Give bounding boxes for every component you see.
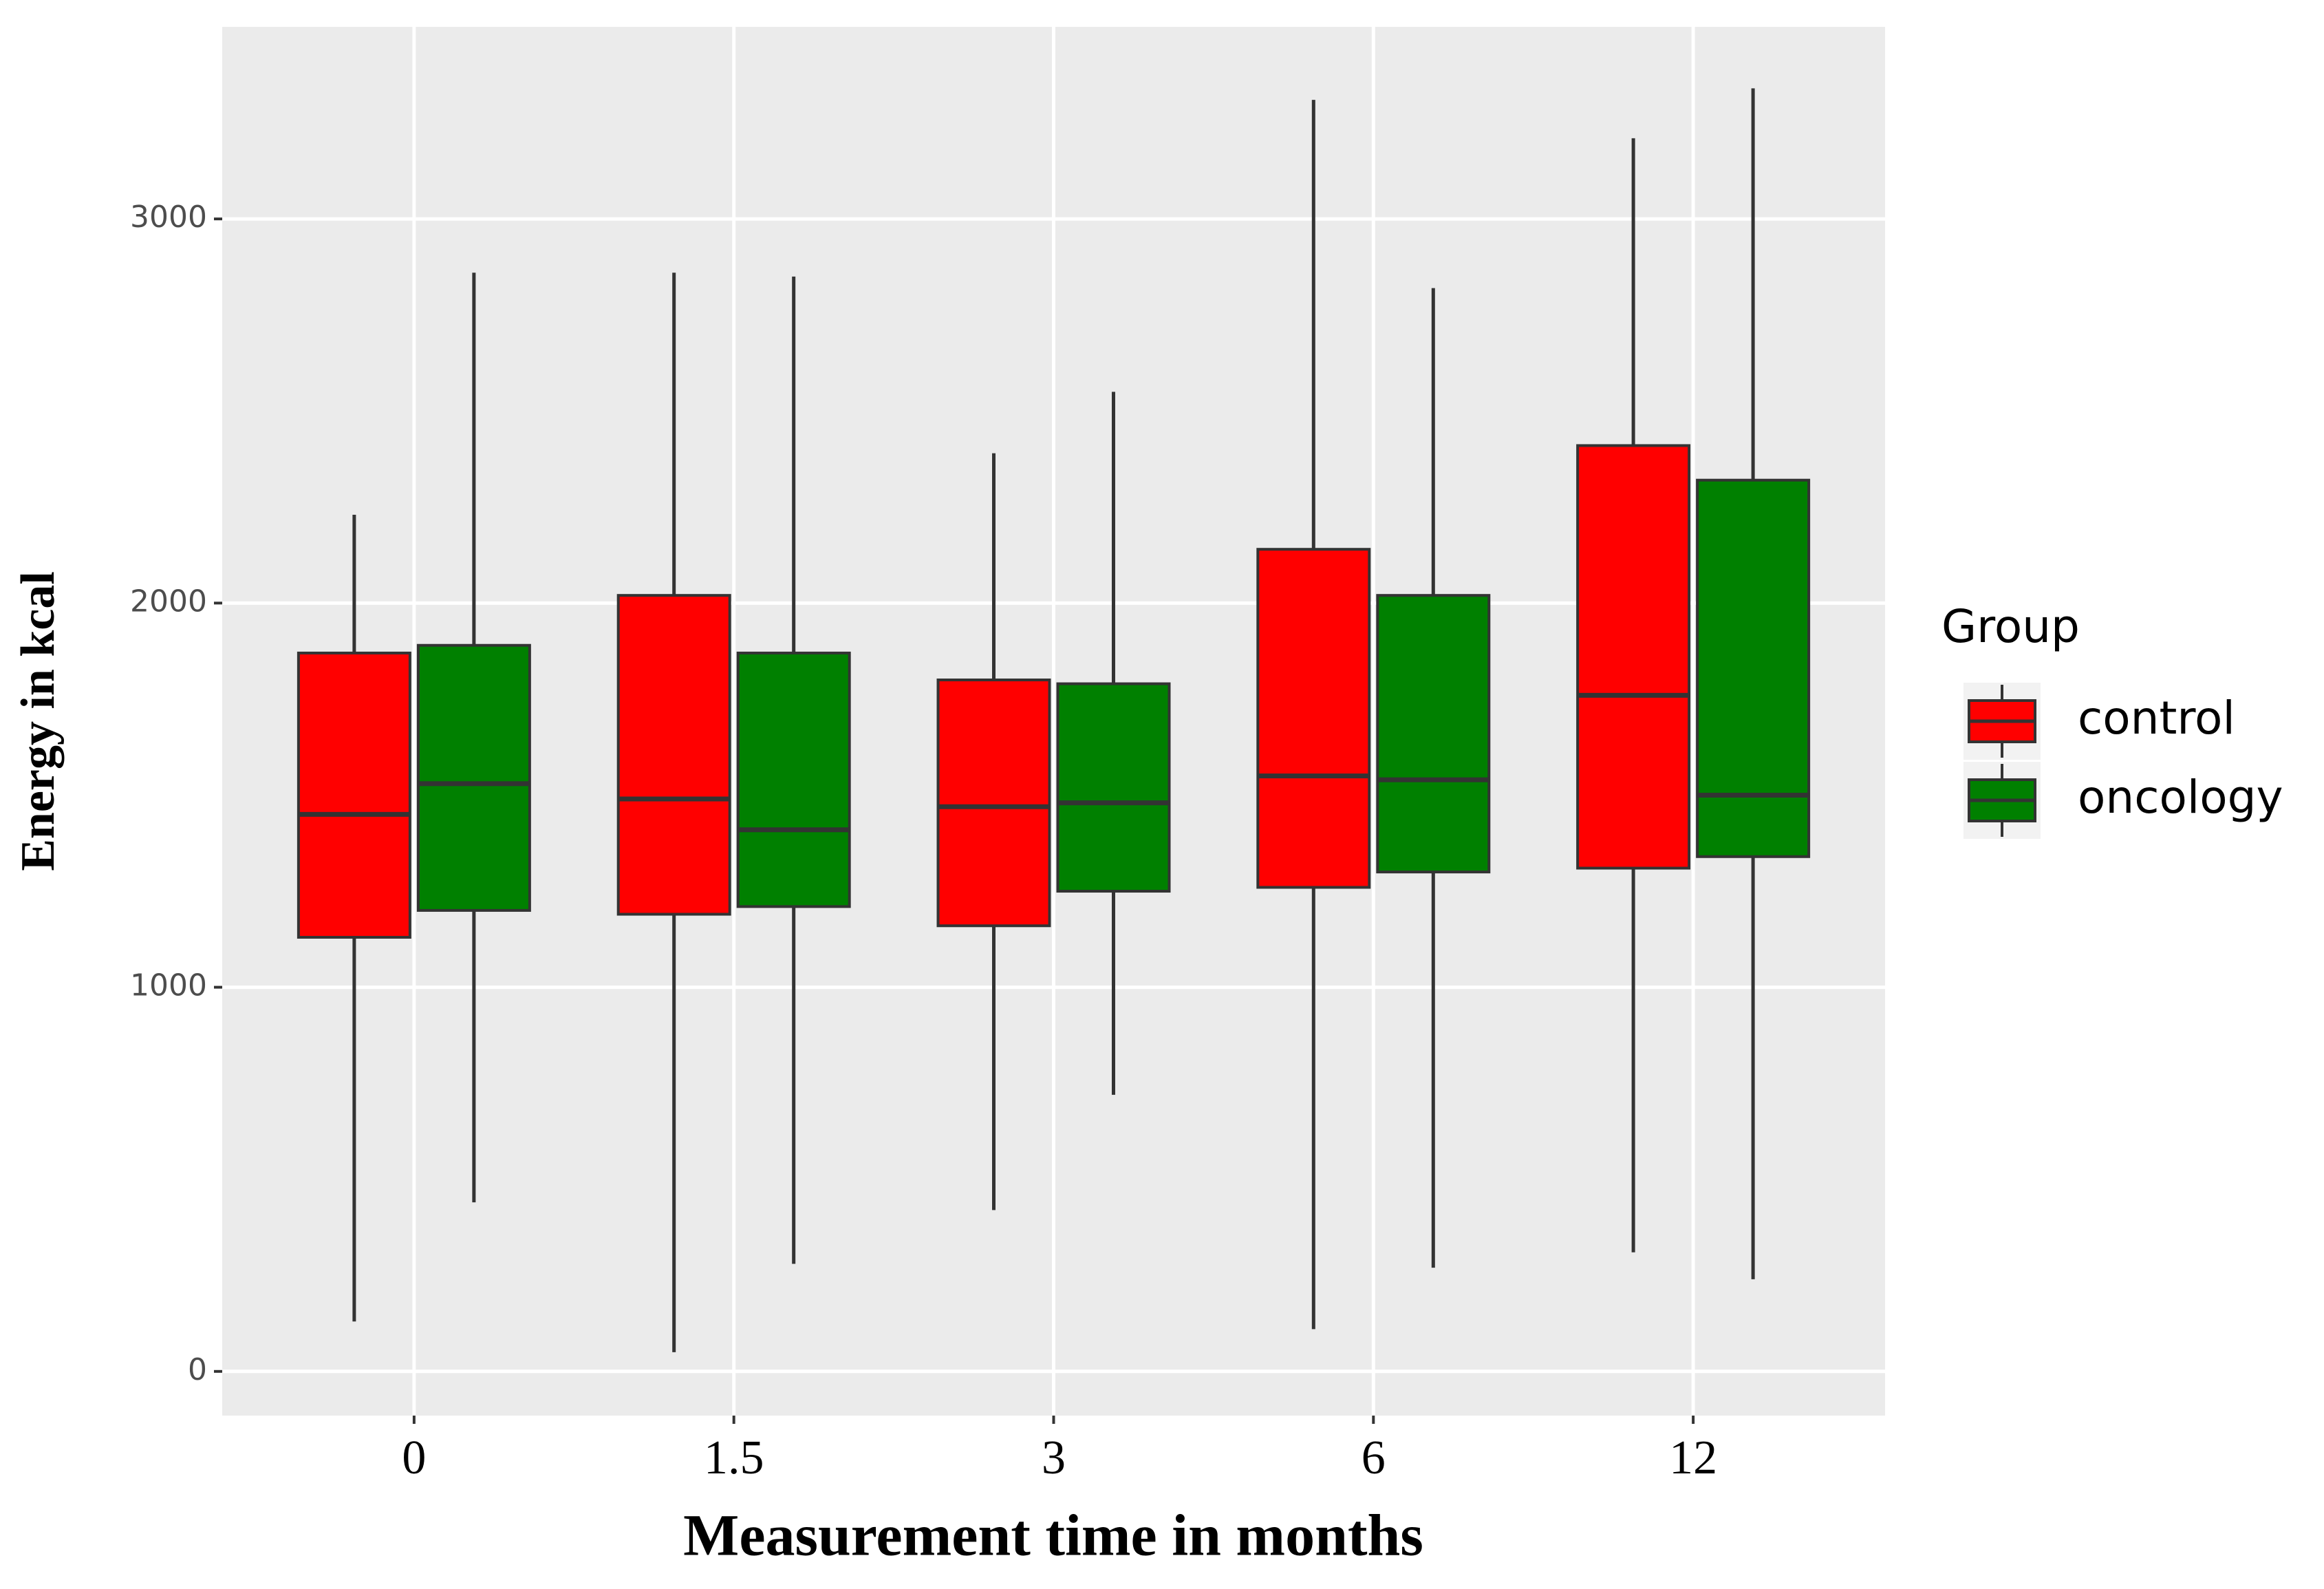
y-tick-label: 0 — [188, 1352, 207, 1387]
y-tick-label: 2000 — [130, 584, 207, 619]
x-tick-label: 1.5 — [704, 1431, 764, 1484]
x-tick-label: 6 — [1362, 1431, 1386, 1484]
x-tick-label: 0 — [402, 1431, 426, 1484]
box — [936, 678, 1051, 928]
box — [297, 651, 411, 939]
legend-label: oncology — [2078, 771, 2283, 824]
legend-label: control — [2078, 692, 2235, 745]
box — [416, 643, 531, 912]
x-tick-label: 12 — [1669, 1431, 1717, 1484]
box — [616, 594, 731, 916]
box — [1576, 444, 1691, 870]
box — [1056, 682, 1171, 893]
x-tick-label: 3 — [1042, 1431, 1066, 1484]
legend-title: Group — [1941, 600, 2080, 653]
y-tick-label: 3000 — [130, 200, 207, 235]
box — [1256, 548, 1371, 889]
box — [736, 651, 851, 908]
x-axis-title: Measurement time in months — [683, 1502, 1423, 1568]
y-tick-label: 1000 — [130, 968, 207, 1003]
box — [1376, 594, 1491, 874]
y-axis-title: Energy in kcal — [12, 571, 65, 871]
box — [1696, 478, 1811, 858]
